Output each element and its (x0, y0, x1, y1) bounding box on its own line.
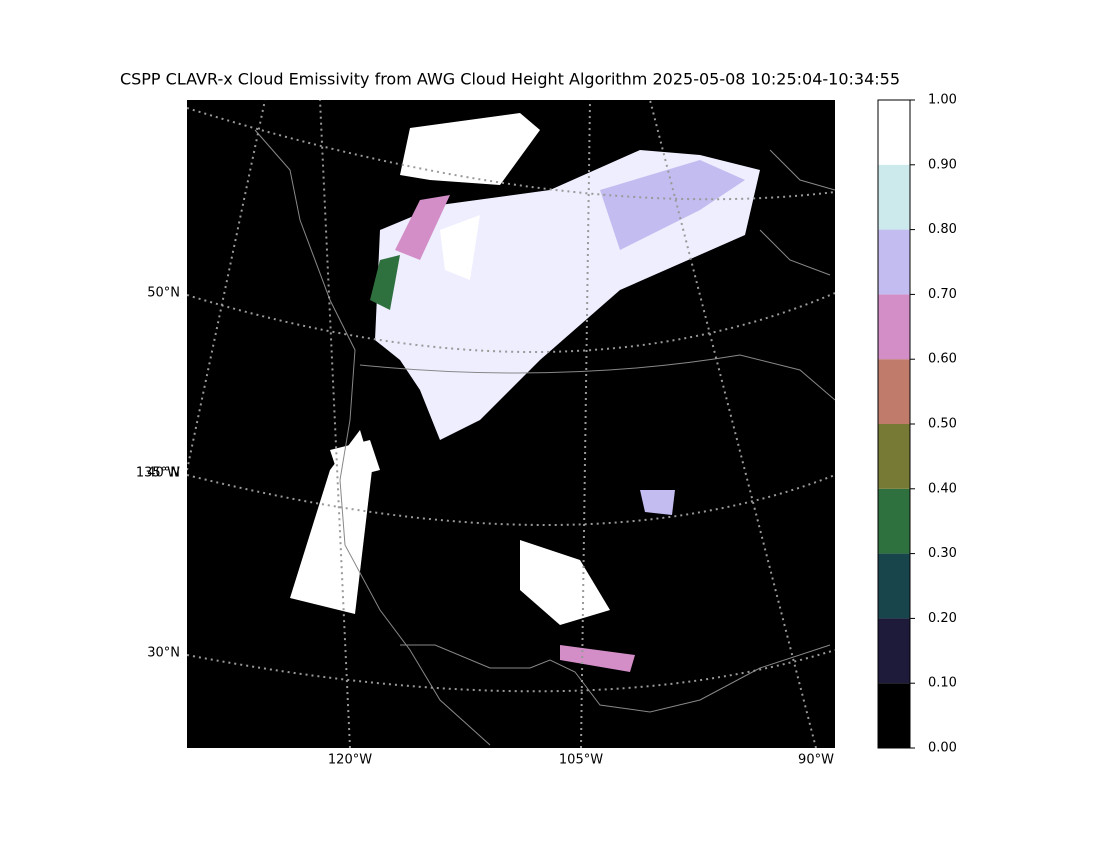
colorbar-bin (878, 553, 910, 619)
colorbar: 0.00 0.10 0.20 0.30 0.40 0.50 0.60 0.70 0.80 0.90… (877, 93, 957, 756)
graticule (187, 100, 835, 748)
colorbar-tick-label: 0.40 (928, 481, 957, 496)
cloud-field (290, 113, 760, 672)
lon-label: 135°W (136, 466, 180, 481)
colorbar-bin (878, 424, 910, 489)
lon-label: 105°W (559, 753, 603, 768)
colorbar-tick-label: 0.60 (928, 352, 957, 367)
colorbar-bin (878, 294, 910, 360)
colorbar-tick-label: 0.70 (928, 287, 957, 302)
map: 50°N 40°N 30°N 135°W 120°W 105°W 90°W (136, 100, 835, 768)
lon-label: 120°W (328, 753, 372, 768)
colorbar-tick-label: 0.20 (928, 611, 957, 626)
colorbar-tick-label: 0.00 (928, 741, 957, 756)
colorbar-bin (878, 359, 910, 424)
colorbar-tick-label: 0.90 (928, 157, 957, 172)
lat-label: 30°N (147, 646, 180, 661)
colorbar-tick-label: 0.30 (928, 546, 957, 561)
colorbar-bin (878, 164, 910, 230)
colorbar-bin (878, 683, 910, 748)
colorbar-bin (878, 229, 910, 295)
lon-label: 90°W (798, 753, 834, 768)
colorbar-tick-label: 0.80 (928, 222, 957, 237)
colorbar-tick-label: 1.00 (928, 93, 957, 108)
coastlines (254, 129, 835, 746)
colorbar-bin (878, 100, 910, 165)
lat-label: 40°N (147, 466, 180, 481)
title: CSPP CLAVR-x Cloud Emissivity from AWG C… (120, 70, 900, 89)
colorbar-tick-label: 0.10 (928, 676, 957, 691)
lat-label: 50°N (147, 286, 180, 301)
colorbar-tick-label: 0.50 (928, 417, 957, 432)
colorbar-bin (878, 618, 910, 684)
colorbar-bin (878, 488, 910, 554)
